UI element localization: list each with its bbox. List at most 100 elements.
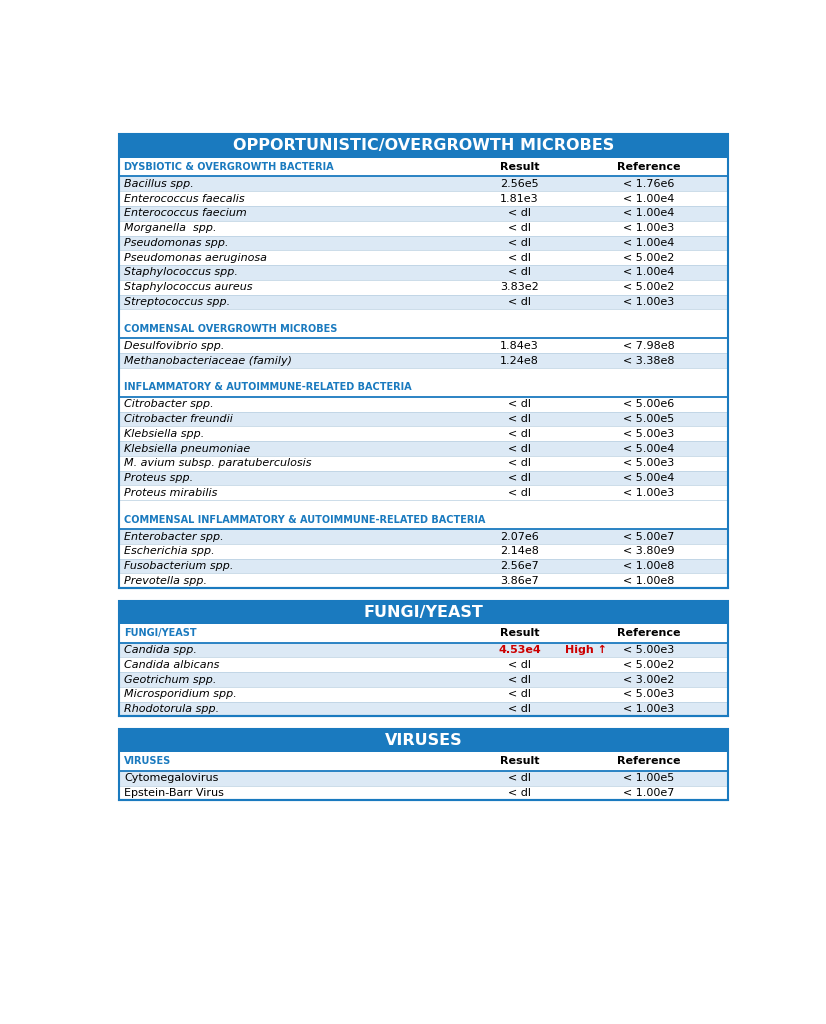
Bar — [119, 412, 728, 426]
Bar — [119, 544, 728, 559]
Text: < 1.00e3: < 1.00e3 — [623, 487, 674, 498]
Bar — [119, 771, 728, 785]
Bar — [119, 601, 728, 717]
Text: Staphylococcus spp.: Staphylococcus spp. — [124, 267, 238, 278]
Bar — [119, 250, 728, 265]
Bar — [119, 221, 728, 236]
Bar — [119, 642, 728, 657]
Text: < dl: < dl — [508, 399, 531, 410]
Text: Epstein-Barr Virus: Epstein-Barr Virus — [124, 787, 224, 798]
Text: Proteus spp.: Proteus spp. — [124, 473, 193, 483]
Text: 3.83e2: 3.83e2 — [501, 283, 539, 292]
Text: Reference: Reference — [617, 628, 681, 638]
Bar — [119, 624, 728, 642]
Text: < dl: < dl — [508, 487, 531, 498]
Text: < 1.00e3: < 1.00e3 — [623, 223, 674, 233]
Text: < 5.00e3: < 5.00e3 — [623, 459, 674, 468]
Text: < dl: < dl — [508, 443, 531, 454]
Bar — [119, 510, 728, 529]
Bar — [119, 378, 728, 396]
Bar — [119, 368, 728, 378]
Text: < 5.00e6: < 5.00e6 — [623, 399, 674, 410]
Text: < dl: < dl — [508, 459, 531, 468]
Text: Bacillus spp.: Bacillus spp. — [124, 179, 194, 188]
Text: < 1.00e4: < 1.00e4 — [623, 208, 674, 218]
Text: Enterobacter spp.: Enterobacter spp. — [124, 531, 224, 542]
Text: Candida spp.: Candida spp. — [124, 645, 197, 655]
Bar — [119, 265, 728, 280]
Text: < 5.00e5: < 5.00e5 — [623, 414, 674, 424]
Bar — [119, 672, 728, 687]
Bar — [119, 280, 728, 295]
Bar — [119, 687, 728, 701]
Bar — [119, 441, 728, 456]
Text: Reference: Reference — [617, 757, 681, 766]
Text: Klebsiella pneumoniae: Klebsiella pneumoniae — [124, 443, 250, 454]
Bar — [119, 529, 728, 544]
Bar — [119, 191, 728, 206]
Text: Result: Result — [500, 628, 539, 638]
Text: < dl: < dl — [508, 773, 531, 783]
Text: Microsporidium spp.: Microsporidium spp. — [124, 689, 237, 699]
Text: Enterococcus faecalis: Enterococcus faecalis — [124, 194, 244, 204]
Text: Result: Result — [500, 162, 539, 172]
Text: Desulfovibrio spp.: Desulfovibrio spp. — [124, 341, 225, 350]
Text: < 1.00e8: < 1.00e8 — [623, 561, 674, 571]
Text: < 3.80e9: < 3.80e9 — [623, 547, 675, 556]
Bar — [119, 134, 728, 588]
Text: Staphylococcus aureus: Staphylococcus aureus — [124, 283, 253, 292]
Bar — [119, 501, 728, 510]
Text: < dl: < dl — [508, 223, 531, 233]
Text: < dl: < dl — [508, 208, 531, 218]
Bar — [119, 176, 728, 191]
Text: < 1.00e3: < 1.00e3 — [623, 705, 674, 714]
Text: < dl: < dl — [508, 429, 531, 438]
Text: 2.56e7: 2.56e7 — [501, 561, 539, 571]
Text: Geotrichum spp.: Geotrichum spp. — [124, 675, 216, 684]
Text: 3.86e7: 3.86e7 — [501, 575, 539, 586]
Text: VIRUSES: VIRUSES — [385, 733, 462, 748]
Bar — [119, 752, 728, 771]
Bar — [119, 701, 728, 717]
Text: < 1.00e4: < 1.00e4 — [623, 238, 674, 248]
Text: < dl: < dl — [508, 473, 531, 483]
Bar — [119, 309, 728, 319]
Text: < dl: < dl — [508, 297, 531, 307]
Text: Enterococcus faecium: Enterococcus faecium — [124, 208, 247, 218]
Bar — [119, 729, 728, 801]
Text: Result: Result — [500, 757, 539, 766]
Text: Reference: Reference — [617, 162, 681, 172]
Text: VIRUSES: VIRUSES — [124, 757, 172, 766]
Bar — [119, 785, 728, 801]
Bar — [119, 729, 728, 752]
Text: 1.84e3: 1.84e3 — [501, 341, 539, 350]
Text: < 1.00e4: < 1.00e4 — [623, 194, 674, 204]
Text: High ↑: High ↑ — [565, 645, 607, 655]
Text: < 1.00e5: < 1.00e5 — [623, 773, 674, 783]
Text: < dl: < dl — [508, 238, 531, 248]
Text: 1.24e8: 1.24e8 — [500, 355, 539, 366]
Text: < 5.00e4: < 5.00e4 — [623, 473, 674, 483]
Text: 2.56e5: 2.56e5 — [501, 179, 539, 188]
Text: Citrobacter spp.: Citrobacter spp. — [124, 399, 214, 410]
Text: 2.14e8: 2.14e8 — [500, 547, 539, 556]
Text: INFLAMMATORY & AUTOIMMUNE-RELATED BACTERIA: INFLAMMATORY & AUTOIMMUNE-RELATED BACTER… — [124, 382, 412, 392]
Bar — [119, 158, 728, 176]
Bar — [119, 456, 728, 471]
Text: < dl: < dl — [508, 689, 531, 699]
Text: < 5.00e4: < 5.00e4 — [623, 443, 674, 454]
Text: < dl: < dl — [508, 787, 531, 798]
Text: 4.53e4: 4.53e4 — [498, 645, 541, 655]
Text: Pseudomonas aeruginosa: Pseudomonas aeruginosa — [124, 253, 267, 263]
Text: < 1.00e7: < 1.00e7 — [623, 787, 674, 798]
Text: < dl: < dl — [508, 267, 531, 278]
Text: < 1.00e4: < 1.00e4 — [623, 267, 674, 278]
Bar — [119, 573, 728, 588]
Bar — [119, 353, 728, 368]
Text: < 7.98e8: < 7.98e8 — [623, 341, 675, 350]
Text: Citrobacter freundii: Citrobacter freundii — [124, 414, 233, 424]
Text: Methanobacteriaceae (family): Methanobacteriaceae (family) — [124, 355, 292, 366]
Bar — [119, 319, 728, 338]
Text: Pseudomonas spp.: Pseudomonas spp. — [124, 238, 229, 248]
Text: < 5.00e2: < 5.00e2 — [623, 659, 674, 670]
